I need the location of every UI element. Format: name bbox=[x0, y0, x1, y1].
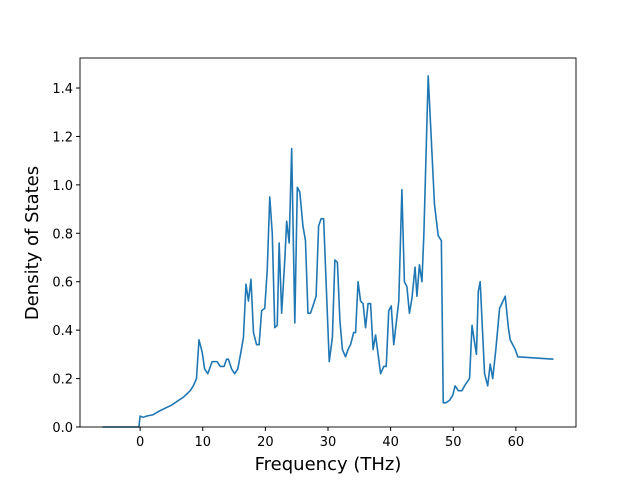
y-tick-label: 1.4 bbox=[52, 82, 73, 97]
x-tick-label: 30 bbox=[320, 435, 337, 450]
x-tick-label: 60 bbox=[508, 435, 525, 450]
y-tick-label: 0.2 bbox=[52, 373, 73, 388]
x-tick-label: 10 bbox=[194, 435, 211, 450]
x-axis-label: Frequency (THz) bbox=[255, 454, 402, 475]
y-tick-label: 0.6 bbox=[52, 276, 73, 291]
line-series bbox=[102, 75, 554, 428]
x-tick-label: 50 bbox=[445, 435, 462, 450]
plot-frame bbox=[79, 57, 577, 428]
y-tick-label: 0.4 bbox=[52, 324, 73, 339]
y-tick-label: 0.0 bbox=[52, 421, 73, 436]
x-tick-label: 40 bbox=[382, 435, 399, 450]
y-tick-label: 1.0 bbox=[52, 179, 73, 194]
x-tick-label: 0 bbox=[136, 435, 144, 450]
y-tick-label: 0.8 bbox=[52, 227, 73, 242]
x-tick-label: 20 bbox=[257, 435, 274, 450]
y-axis-label: Density of States bbox=[22, 166, 43, 320]
y-tick-label: 1.2 bbox=[52, 130, 73, 145]
